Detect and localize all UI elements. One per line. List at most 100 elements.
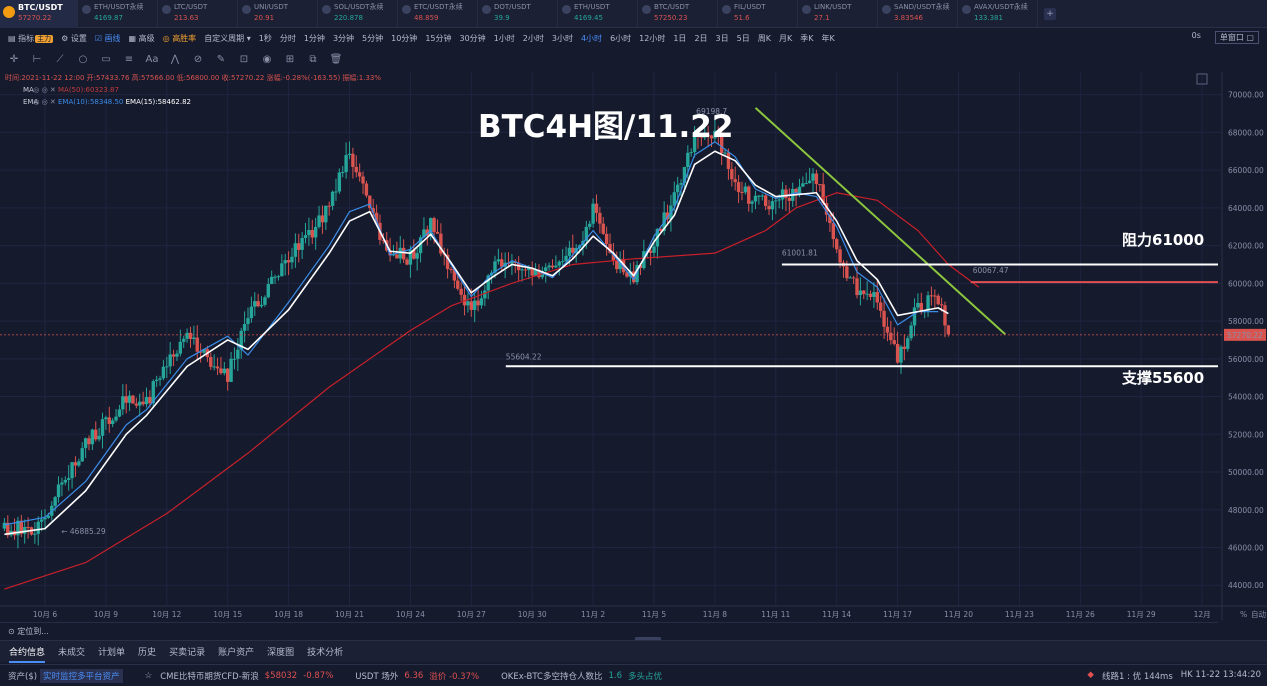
period-3[interactable]: 3分钟	[332, 34, 355, 43]
magnet-icon[interactable]: ⊘	[193, 54, 203, 65]
period-6[interactable]: 15分钟	[425, 34, 452, 43]
y-tick-label: 66000.00	[1228, 166, 1264, 175]
period-17[interactable]: 5日	[736, 34, 750, 43]
pattern-icon[interactable]: ⋀	[170, 54, 180, 65]
candle-body	[364, 183, 369, 196]
y-tick-label: 62000.00	[1228, 242, 1264, 251]
ticker-tab[interactable]: UNI/USDT 20.91	[238, 0, 318, 28]
custom-period-dropdown[interactable]: 自定义周期 ▾	[204, 34, 251, 43]
period-14[interactable]: 1日	[673, 34, 687, 43]
single-window-label: 单窗口	[1219, 33, 1244, 42]
x-tick-label: 11月 11	[761, 610, 790, 619]
ticker-tab[interactable]: LTC/USDT 213.63	[158, 0, 238, 28]
ticker-tab[interactable]: ETH/USDT 4169.45	[558, 0, 638, 28]
bottom-tab-6[interactable]: 深度图	[267, 648, 295, 658]
ticker-tab[interactable]: BTC/USDT 57270.22	[0, 0, 78, 28]
seconds-indicator[interactable]: 0s	[1191, 31, 1201, 40]
ticker-tab[interactable]: SOL/USDT永续 220.878	[318, 0, 398, 28]
ma50-value: MA(50):60323.87	[58, 86, 119, 94]
period-21[interactable]: 年K	[821, 34, 835, 43]
settings-button[interactable]: ⚙ 设置	[61, 34, 87, 43]
ma-controls-icon[interactable]: ◎ ◎ ✕	[33, 86, 56, 94]
ticker-name: BTC/USDT	[18, 3, 63, 12]
period-18[interactable]: 周K	[757, 34, 771, 43]
period-1[interactable]: 分时	[279, 34, 296, 43]
advanced-button[interactable]: ▦ 高级	[128, 34, 155, 43]
candle-body	[868, 293, 873, 297]
chart-overlay-title: BTC4H图/11.22	[478, 109, 734, 145]
pencil-icon[interactable]: ✎	[216, 54, 226, 65]
period-15[interactable]: 2日	[694, 34, 708, 43]
circle-icon[interactable]: ○	[78, 54, 88, 65]
candle-body	[182, 338, 186, 342]
lock-icon[interactable]: ⊡	[239, 54, 249, 65]
ticker-tab[interactable]: ETC/USDT永续 48.859	[398, 0, 478, 28]
rectangle-icon[interactable]: ▭	[101, 54, 111, 65]
candle-body	[222, 368, 227, 374]
candle-body	[946, 325, 951, 335]
ticker-tab[interactable]: BTC/USDT 57250.23	[638, 0, 718, 28]
locate-bar[interactable]: ⊙ 定位到...	[0, 622, 1218, 638]
trash-icon[interactable]: 🗑	[329, 54, 343, 65]
copy-icon[interactable]: ⧉	[309, 54, 317, 65]
single-window-button[interactable]: 单窗口 ▢	[1214, 31, 1259, 44]
crosshair-icon[interactable]: ✛	[9, 54, 19, 65]
pro-button[interactable]: ◎ 高胜率	[162, 34, 197, 43]
period-5[interactable]: 10分钟	[391, 34, 418, 43]
draw-button[interactable]: ☑ 画线	[94, 34, 121, 43]
text-tool-icon[interactable]: Aa	[145, 54, 159, 65]
assets-monitor-link[interactable]: 实时监控多平台资产	[40, 668, 123, 683]
ticker-name: ETH/USDT永续	[94, 3, 144, 11]
horizontal-line-icon[interactable]: ⊢	[32, 54, 42, 65]
period-10[interactable]: 3小时	[551, 34, 573, 43]
bottom-tab-7[interactable]: 技术分析	[307, 648, 344, 658]
candle-body	[219, 368, 223, 374]
period-16[interactable]: 3日	[715, 34, 729, 43]
support-label: 支撑55600	[1122, 369, 1205, 387]
ticker-tab[interactable]: FIL/USDT 51.6	[718, 0, 798, 28]
bottom-tab-2[interactable]: 计划单	[98, 648, 126, 658]
chart-toolbar: ▤ 指标 主力 ⚙ 设置 ☑ 画线 ▦ 高级 ◎ 高胜率 自定义周期 ▾ 1秒 分时…	[0, 29, 1267, 48]
bottom-tab-5[interactable]: 账户资产	[218, 648, 255, 658]
candle-body	[347, 153, 352, 156]
ema-controls-icon[interactable]: ◎ ◎ ✕	[33, 98, 56, 106]
period-13[interactable]: 12小时	[639, 34, 666, 43]
cme-news[interactable]: CME比特币期货CFD-新浪	[160, 671, 259, 682]
candle-body	[588, 223, 592, 227]
measure-icon[interactable]: ⊞	[285, 54, 295, 65]
candle-body	[750, 201, 754, 204]
period-7[interactable]: 30分钟	[459, 34, 486, 43]
ticker-tab[interactable]: LINK/USDT 27.1	[798, 0, 878, 28]
period-8[interactable]: 1小时	[493, 34, 515, 43]
bottom-tab-4[interactable]: 买卖记录	[169, 648, 206, 658]
ema15-line	[4, 150, 949, 536]
period-19[interactable]: 月K	[778, 34, 793, 43]
candle-body	[344, 155, 348, 173]
bottom-tab-1[interactable]: 未成交	[58, 648, 86, 658]
bottom-tab-0[interactable]: 合约信息	[9, 645, 46, 663]
period-2[interactable]: 1分钟	[303, 34, 325, 43]
bottom-tab-3[interactable]: 历史	[138, 648, 157, 658]
chart-settings-icon[interactable]	[1196, 73, 1208, 85]
ticker-tab[interactable]: ETH/USDT永续 4169.87	[78, 0, 158, 28]
period-11[interactable]: 4小时	[580, 34, 603, 43]
ray-line-icon[interactable]: ⟋	[56, 54, 64, 65]
ticker-tab[interactable]: DOT/USDT 39.9	[478, 0, 558, 28]
resistance2-annotation: 60067.47	[973, 266, 1009, 275]
indicators-button[interactable]: ▤ 指标 主力	[8, 34, 54, 43]
connection-line[interactable]: 线路1 : 优 144ms	[1101, 671, 1173, 682]
add-ticker-button[interactable]: +	[1044, 8, 1056, 20]
period-9[interactable]: 2小时	[522, 34, 544, 43]
candle-body	[560, 261, 565, 263]
fibonacci-icon[interactable]: ≡	[124, 54, 134, 65]
ticker-tab[interactable]: SAND/USDT永续 3.83546	[878, 0, 958, 28]
visibility-icon[interactable]: ◉	[262, 54, 272, 65]
period-0[interactable]: 1秒	[258, 34, 272, 43]
period-4[interactable]: 5分钟	[362, 34, 384, 43]
candle-body	[371, 208, 375, 213]
period-20[interactable]: 季K	[800, 34, 814, 43]
ticker-tab[interactable]: AVAX/USDT永续 133.381	[958, 0, 1038, 28]
star-icon[interactable]: ☆	[144, 670, 153, 681]
period-12[interactable]: 6小时	[610, 34, 632, 43]
